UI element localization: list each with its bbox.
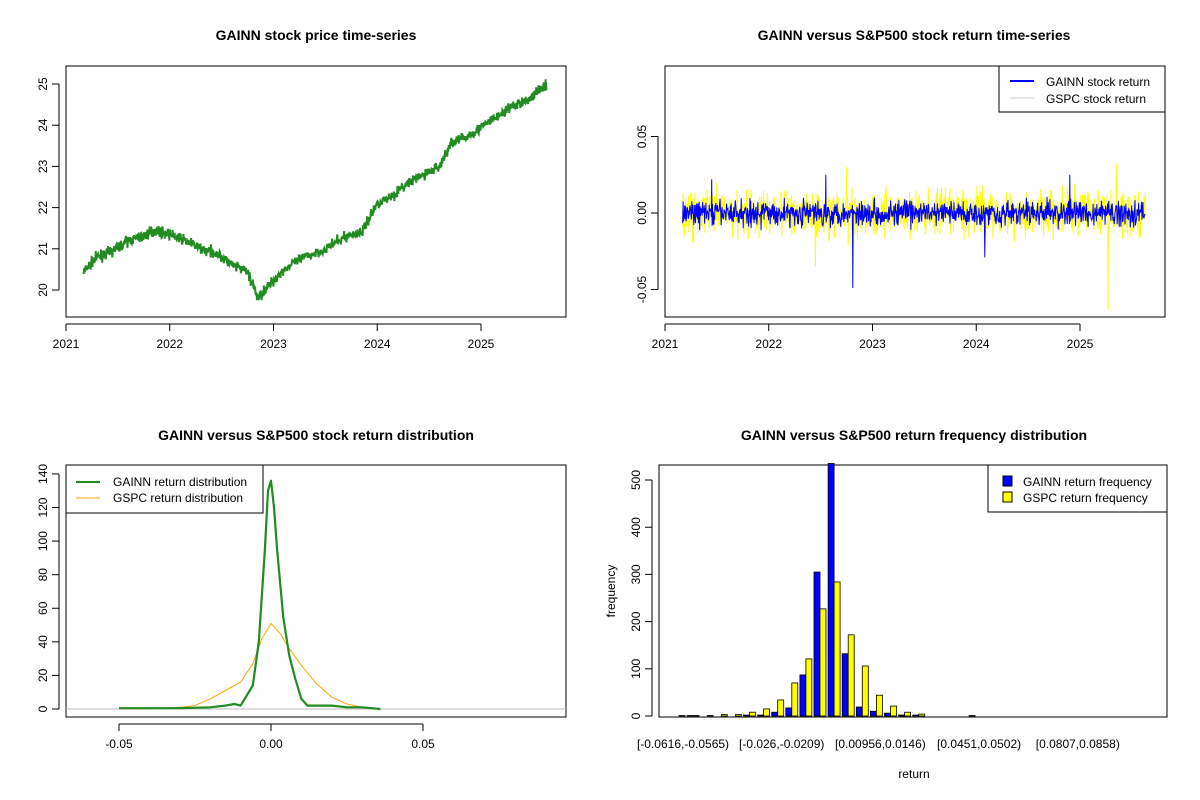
bar-gspc	[791, 682, 799, 717]
bar-gainn	[785, 707, 793, 717]
y-tick-label: 400	[629, 517, 643, 537]
y-tick-label: 25	[36, 77, 50, 91]
bar-gspc	[749, 711, 756, 717]
y-tick-label: 21	[36, 242, 50, 256]
bar-gainn	[912, 714, 920, 717]
y-tick-label: 23	[36, 159, 50, 173]
x-tick-label: 2023	[859, 337, 886, 351]
y-axis-label: frequency	[604, 565, 618, 618]
bar-gainn	[757, 714, 764, 717]
x-category-label: [0.0451,0.0502)	[937, 737, 1021, 751]
y-tick-label: 500	[629, 470, 643, 490]
y-tick-label: 300	[629, 564, 643, 584]
legend-swatch-gainn	[1002, 475, 1013, 487]
x-tick-label: 2023	[260, 337, 287, 351]
bar-gspc	[833, 581, 841, 717]
y-tick-label: 140	[36, 464, 50, 484]
x-tick-label: 2022	[156, 337, 183, 351]
y-tick-label: 0.00	[635, 201, 649, 225]
legend-box	[65, 464, 264, 514]
chart-title: GAINN stock price time-series	[216, 27, 417, 43]
legend-label: GSPC return frequency	[1023, 491, 1148, 505]
gspc-density-line	[134, 622, 378, 710]
bar-gainn	[855, 706, 863, 717]
bar-gainn	[884, 712, 891, 717]
legend-swatch-gspc	[1002, 491, 1013, 503]
gainn-return-line	[682, 174, 1146, 289]
bar-gspc	[876, 694, 883, 717]
bar-gspc	[763, 708, 770, 717]
bar-gspc	[735, 714, 742, 717]
y-tick-label: -0.05	[635, 276, 649, 304]
y-tick-label: 60	[36, 601, 50, 615]
plot-frame	[664, 65, 1166, 318]
bar-gspc	[777, 699, 785, 717]
chart-title: GAINN versus S&P500 stock return time-se…	[758, 27, 1071, 43]
bar-gainn	[799, 674, 807, 717]
chart-title: GAINN versus S&P500 return frequency dis…	[741, 427, 1087, 443]
bar-gainn	[771, 711, 779, 717]
legend-label: GAINN return distribution	[113, 475, 247, 489]
x-category-label: [0.0807,0.0858)	[1036, 737, 1120, 751]
y-tick-label: 24	[36, 118, 50, 132]
legend-box	[987, 464, 1168, 513]
x-tick-label: 2022	[755, 337, 782, 351]
x-tick-label: -0.05	[105, 737, 133, 751]
legend-label: GSPC stock return	[1046, 92, 1146, 106]
gainn-density-line	[119, 479, 381, 711]
x-axis-label: return	[898, 767, 929, 781]
legend-box	[998, 65, 1166, 113]
y-tick-label: 100	[36, 531, 50, 551]
legend-label: GAINN stock return	[1046, 75, 1150, 89]
gspc-return-line	[682, 163, 1146, 310]
plot-frame	[658, 464, 1168, 718]
legend-label: GSPC return distribution	[113, 491, 243, 505]
x-tick-label: 0.05	[411, 737, 435, 751]
x-category-label: [0.00956,0.0146)	[835, 737, 926, 751]
y-tick-label: 0	[629, 712, 643, 719]
bar-gspc	[890, 705, 897, 717]
bar-gspc	[805, 658, 813, 717]
price-series-line	[82, 79, 548, 301]
bar-gspc	[720, 714, 728, 717]
x-category-label: [-0.0616,-0.0565)	[637, 737, 729, 751]
x-tick-label: 2021	[652, 337, 679, 351]
x-tick-label: 2025	[1067, 337, 1094, 351]
x-category-label: [-0.026,-0.0209)	[739, 737, 824, 751]
chart-title: GAINN versus S&P500 stock return distrib…	[158, 427, 474, 443]
y-tick-label: 80	[36, 568, 50, 582]
bar-gainn	[898, 714, 905, 717]
y-tick-label: 20	[36, 668, 50, 682]
x-tick-label: 2021	[53, 337, 80, 351]
y-tick-label: 22	[36, 201, 50, 215]
bar-gainn	[870, 710, 877, 717]
bar-gspc	[861, 665, 869, 717]
plot-frame	[65, 65, 567, 318]
plot-frame	[65, 464, 567, 718]
bar-gspc	[918, 713, 926, 717]
bar-gainn	[841, 653, 849, 717]
y-tick-label: 100	[629, 658, 643, 678]
y-tick-label: 20	[36, 283, 50, 297]
y-tick-label: 40	[36, 635, 50, 649]
y-tick-label: 0	[36, 705, 50, 712]
x-tick-label: 2025	[468, 337, 495, 351]
x-tick-label: 0.00	[259, 737, 283, 751]
x-tick-label: 2024	[963, 337, 990, 351]
bar-gspc	[847, 634, 855, 717]
y-tick-label: 200	[629, 611, 643, 631]
bar-gainn	[813, 571, 821, 717]
legend-label: GAINN return frequency	[1023, 475, 1152, 489]
x-tick-label: 2024	[364, 337, 391, 351]
bar-gainn	[827, 463, 835, 717]
bar-gainn	[743, 714, 750, 717]
bar-gspc	[904, 711, 911, 717]
bar-gspc	[819, 608, 827, 717]
y-tick-label: 120	[36, 497, 50, 517]
y-tick-label: 0.05	[635, 124, 649, 148]
